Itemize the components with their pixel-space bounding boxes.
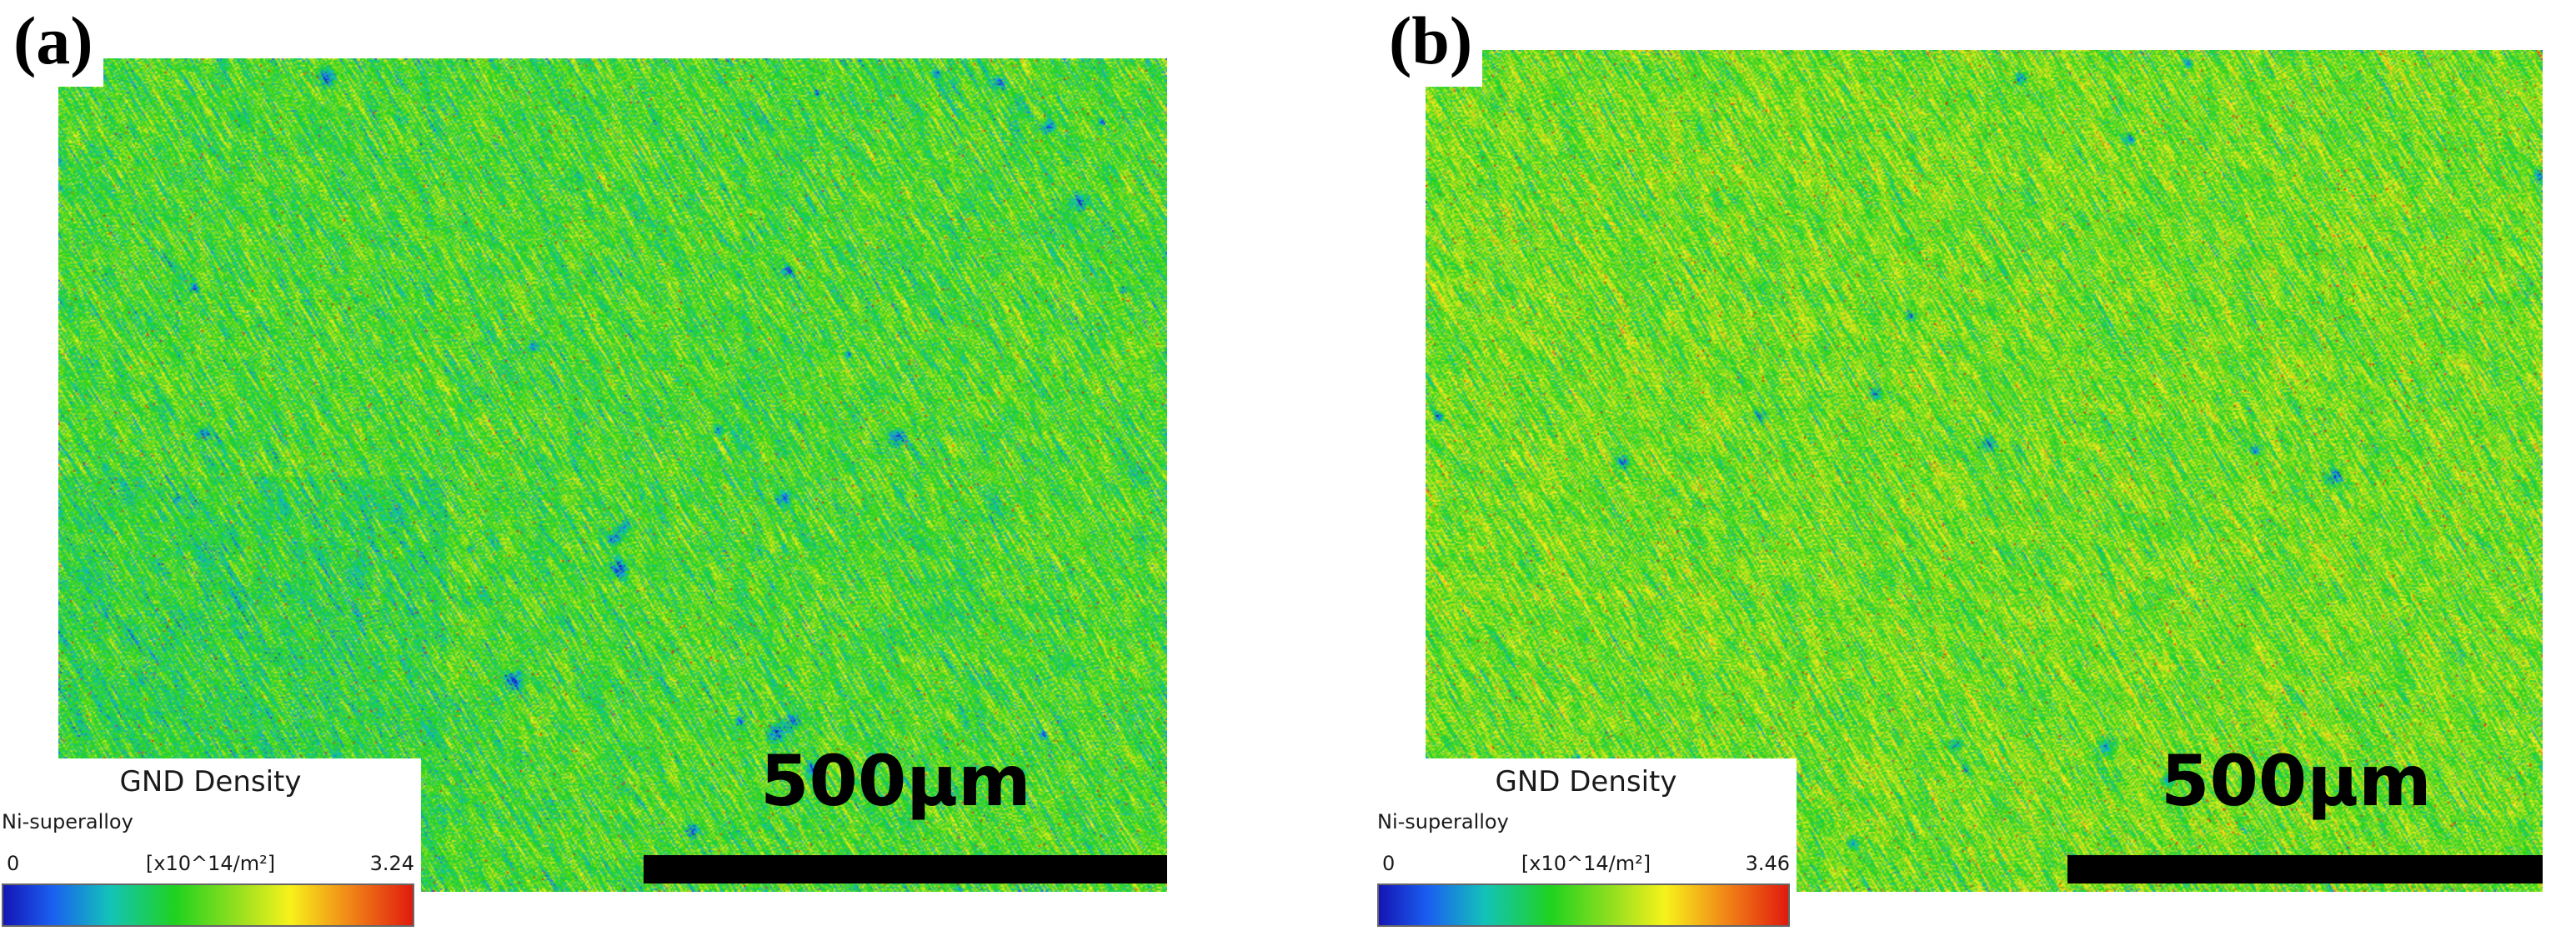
legend-max: 3.46: [1745, 852, 1790, 875]
gnd-density-map-b: [1426, 50, 2543, 892]
colorbar: [2, 883, 414, 927]
legend-min: 0: [1382, 852, 1396, 875]
legend-max: 3.24: [369, 852, 414, 875]
scale-bar-label-b: 500μm: [2161, 740, 2432, 822]
legend-phase: Ni-superalloy: [1377, 810, 1509, 833]
legend-title: GND Density: [119, 765, 302, 798]
panel-label-b: (b): [1376, 0, 1483, 87]
gnd-map-canvas-a: [58, 58, 1167, 892]
scale-bar-a: [644, 855, 1167, 883]
legend-title: GND Density: [1495, 765, 1677, 798]
legend-unit: [x10^14/m²]: [145, 852, 276, 875]
panel-b: (b) GND Density Ni-superalloy 0 [x10^14/…: [1376, 0, 2543, 933]
colorbar: [1377, 883, 1790, 927]
legend-b: GND Density Ni-superalloy 0 [x10^14/m²] …: [1376, 758, 1797, 933]
gnd-map-canvas-b: [1426, 50, 2543, 892]
legend-a: GND Density Ni-superalloy 0 [x10^14/m²] …: [0, 758, 421, 933]
scale-bar-label-a: 500μm: [760, 740, 1031, 822]
legend-min: 0: [7, 852, 20, 875]
panel-a: (a) GND Density Ni-superalloy 0 [x10^14/…: [0, 0, 1167, 933]
scale-bar-b: [2067, 855, 2543, 883]
legend-phase: Ni-superalloy: [2, 810, 133, 833]
panel-label-a: (a): [0, 0, 103, 87]
legend-unit: [x10^14/m²]: [1521, 852, 1651, 875]
gnd-density-map-a: [58, 58, 1167, 892]
